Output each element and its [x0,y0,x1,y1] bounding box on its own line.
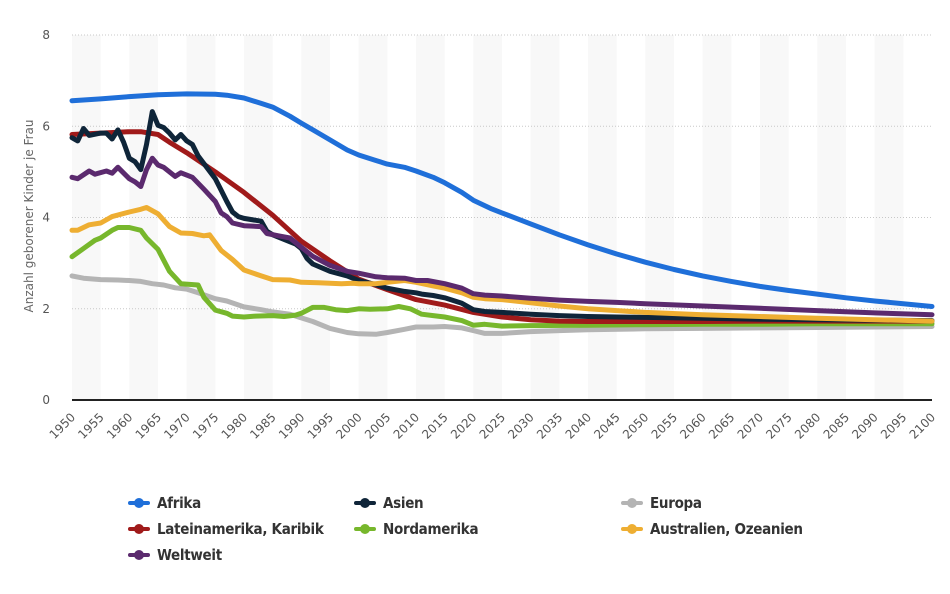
x-tick-label: 2025 [477,410,508,441]
legend-label: Weltweit [157,546,222,564]
legend-marker-icon [128,524,150,534]
y-axis-ticks: 0 2 4 6 8 [42,28,50,407]
x-tick-label: 1995 [305,410,336,441]
x-tick-label: 2070 [735,410,766,441]
y-tick-label: 4 [42,211,50,225]
legend-label: Lateinamerika, Karibik [157,520,324,538]
background-band [72,35,101,400]
x-tick-label: 2050 [620,410,651,441]
y-tick-label: 2 [42,302,50,316]
legend-label: Europa [650,494,702,512]
x-tick-label: 2090 [849,410,880,441]
x-tick-label: 1985 [247,410,278,441]
x-tick-label: 2010 [391,410,422,441]
background-band [530,35,560,400]
x-tick-label: 1990 [276,410,307,441]
x-tick-label: 2075 [763,410,794,441]
x-tick-label: 1950 [47,410,78,441]
x-tick-label: 2020 [448,410,479,441]
x-tick-label: 2080 [792,410,823,441]
background-band [473,35,502,400]
x-tick-label: 2005 [362,410,393,441]
legend-item[interactable]: Lateinamerika, Karibik [128,520,324,538]
y-tick-label: 8 [42,28,50,42]
legend-label: Nordamerika [383,520,479,538]
x-tick-label: 2055 [649,410,680,441]
background-band [588,35,617,400]
series-line-europa[interactable] [69,273,935,337]
x-tick-label: 2060 [677,410,708,441]
legend-item[interactable]: Asien [354,494,424,512]
legend-marker-icon [354,524,376,534]
legend-item[interactable]: Australien, Ozeanien [621,520,803,538]
x-tick-label: 2035 [534,410,565,441]
y-tick-label: 0 [42,393,50,407]
legend-marker-icon [621,524,643,534]
x-tick-label: 1980 [219,410,250,441]
x-tick-label: 1970 [161,410,192,441]
x-tick-label: 1960 [104,410,135,441]
x-tick-label: 1975 [190,410,221,441]
x-tick-label: 2100 [907,410,938,441]
gridlines [72,34,932,310]
y-axis-label: Anzahl geborener Kinder je Frau [22,120,36,313]
legend-label: Afrika [157,494,201,512]
series-line-australien-ozeanien[interactable] [69,205,935,324]
legend-item[interactable]: Afrika [128,494,201,512]
x-tick-label: 2030 [505,410,536,441]
x-tick-label: 2000 [333,410,364,441]
x-tick-label: 2040 [563,410,594,441]
y-tick-label: 6 [42,119,50,133]
legend-marker-icon [128,550,150,560]
x-tick-label: 1955 [75,410,106,441]
series-line-afrika[interactable] [69,91,935,309]
x-tick-label: 2065 [706,410,737,441]
x-tick-label: 1965 [133,410,164,441]
x-tick-label: 2045 [591,410,622,441]
legend-marker-icon [354,498,376,508]
x-tick-label: 2085 [821,410,852,441]
series-line-nordamerika[interactable] [69,225,935,329]
legend-label: Asien [383,494,424,512]
legend-marker-icon [621,498,643,508]
x-tick-label: 2095 [878,410,909,441]
legend-item[interactable]: Weltweit [128,546,222,564]
legend-marker-icon [128,498,150,508]
series-lines [69,91,935,337]
legend-label: Australien, Ozeanien [650,520,803,538]
legend-item[interactable]: Nordamerika [354,520,479,538]
background-bands [72,35,904,400]
series-line-weltweit[interactable] [69,155,935,318]
x-axis-ticks: 1950195519601965197019751980198519901995… [47,410,938,441]
legend-item[interactable]: Europa [621,494,702,512]
x-tick-label: 2015 [419,410,450,441]
